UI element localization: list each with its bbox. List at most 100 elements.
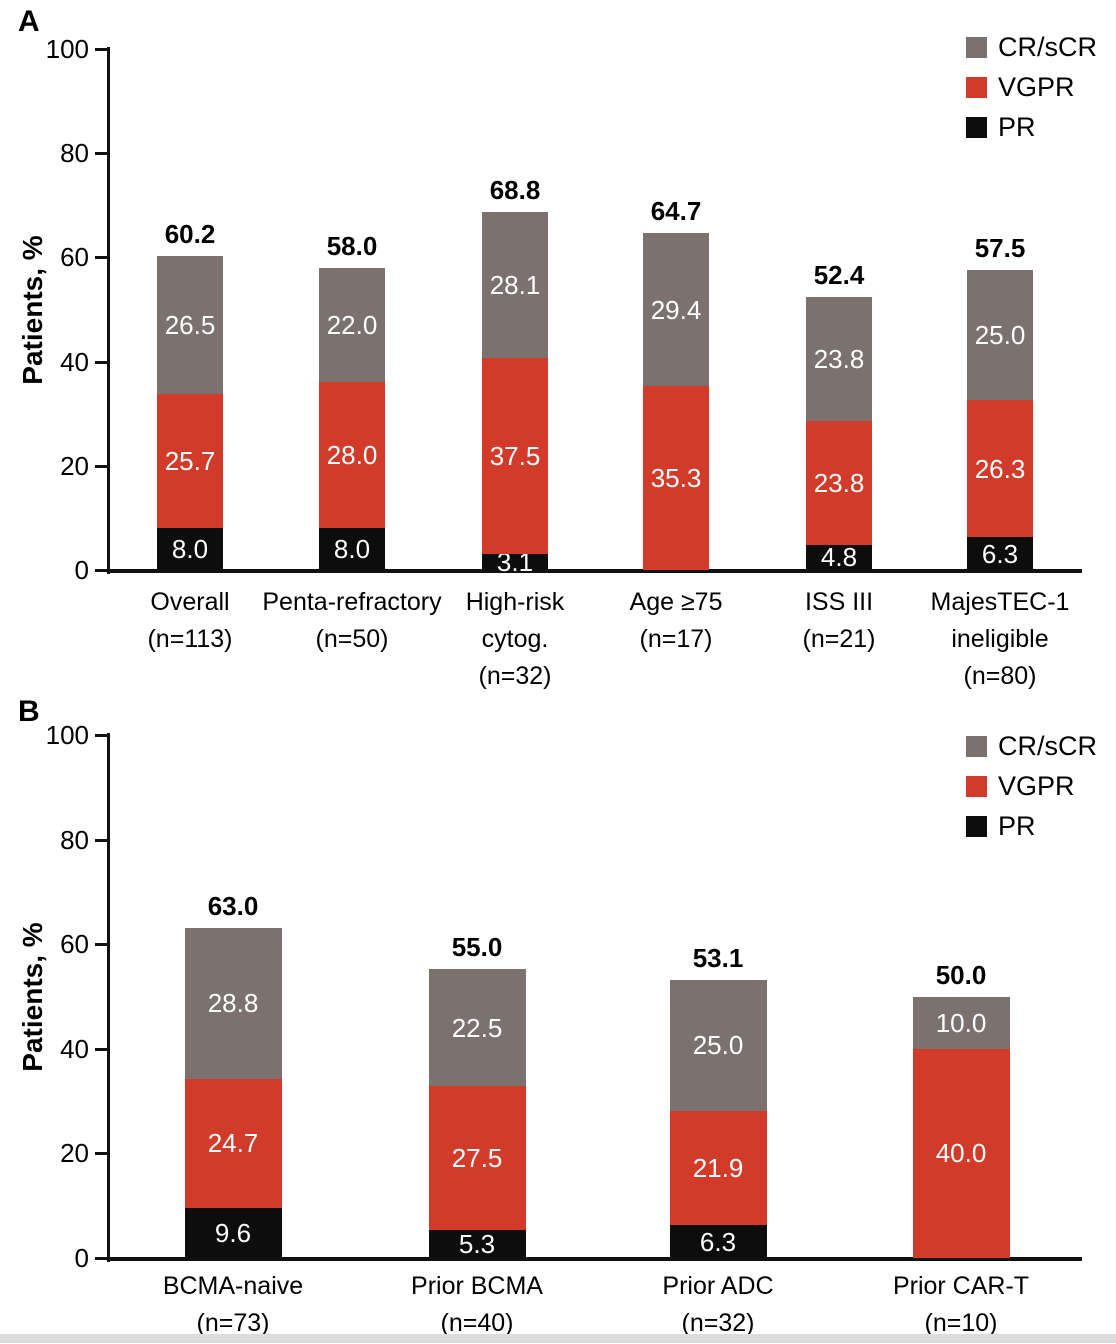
legend-swatch-icon bbox=[966, 775, 987, 797]
legend-label: VGPR bbox=[998, 72, 1075, 102]
panel-b-x-axis-line bbox=[107, 1257, 1082, 1261]
bar-segment-vgpr bbox=[806, 420, 872, 545]
bar-segment-vgpr bbox=[428, 1086, 526, 1231]
bar-segment-pr bbox=[184, 1207, 282, 1258]
x-category-label: (n=32) bbox=[681, 1309, 755, 1337]
panel-b-y-tick-label: 60 bbox=[60, 929, 89, 960]
legend-item-cr-scr: CR/sCR bbox=[966, 32, 1097, 62]
panel-a-y-tick-mark bbox=[95, 360, 107, 364]
panel-b-y-tick-label: 80 bbox=[60, 824, 89, 855]
segment-value-label: 9.6 bbox=[214, 1217, 252, 1248]
x-category-label: (n=73) bbox=[196, 1309, 270, 1337]
legend-label: PR bbox=[998, 811, 1036, 841]
bar-segment-vgpr bbox=[157, 394, 223, 529]
x-category-label: Prior ADC bbox=[662, 1272, 774, 1300]
x-category-label: (n=32) bbox=[478, 662, 552, 690]
bar-total-label: 50.0 bbox=[935, 959, 987, 990]
x-category-label: (n=10) bbox=[924, 1309, 998, 1337]
x-category-label: BCMA-naive bbox=[162, 1272, 304, 1300]
x-category-label: (n=17) bbox=[639, 625, 713, 653]
bar-segment-pr bbox=[967, 537, 1033, 570]
bar-segment-pr bbox=[806, 544, 872, 570]
panel-a-y-tick-mark bbox=[95, 569, 107, 572]
segment-value-label: 10.0 bbox=[935, 1007, 987, 1038]
bar-total-label: 57.5 bbox=[974, 232, 1026, 263]
bar-segment-vgpr bbox=[912, 1048, 1010, 1258]
x-category-label: Prior BCMA bbox=[411, 1272, 543, 1300]
segment-value-label: 25.0 bbox=[974, 320, 1026, 351]
bar-total-label: 68.8 bbox=[489, 175, 541, 206]
x-category-label: High-risk bbox=[465, 588, 565, 616]
bar-segment-vgpr bbox=[669, 1110, 767, 1226]
legend-swatch-icon bbox=[966, 815, 987, 837]
panel-a-y-tick-mark bbox=[95, 152, 107, 156]
bar-segment-cr-scr bbox=[643, 232, 709, 387]
panel-a-y-tick-label: 80 bbox=[60, 138, 89, 169]
panel-b-y-tick-mark bbox=[95, 943, 107, 947]
segment-value-label: 28.0 bbox=[326, 440, 378, 471]
segment-value-label: 6.3 bbox=[981, 538, 1019, 569]
panel-b-y-tick-label: 20 bbox=[60, 1138, 89, 1169]
legend-swatch-icon bbox=[966, 735, 987, 757]
bar-segment-vgpr bbox=[643, 386, 709, 570]
segment-value-label: 29.4 bbox=[650, 294, 702, 325]
segment-value-label: 37.5 bbox=[489, 441, 541, 472]
x-category-label: ineligible bbox=[951, 625, 1049, 653]
legend-label: CR/sCR bbox=[998, 32, 1097, 62]
footer-strip bbox=[0, 1334, 1116, 1343]
bar-segment-cr-scr bbox=[319, 267, 385, 383]
bar-total-label: 64.7 bbox=[650, 195, 702, 226]
bar-segment-pr bbox=[669, 1225, 767, 1258]
x-category-label: (n=50) bbox=[315, 625, 389, 653]
segment-value-label: 22.0 bbox=[326, 310, 378, 341]
x-category-label: Penta-refractory bbox=[262, 588, 442, 616]
bar-segment-pr bbox=[428, 1230, 526, 1258]
bar-segment-cr-scr bbox=[157, 256, 223, 395]
segment-value-label: 5.3 bbox=[458, 1229, 496, 1260]
x-category-label: (n=40) bbox=[440, 1309, 514, 1337]
bar-total-label: 53.1 bbox=[692, 942, 744, 973]
legend-label: PR bbox=[998, 112, 1036, 142]
panel-a-y-tick-mark bbox=[95, 48, 107, 51]
legend-item-pr: PR bbox=[966, 811, 1036, 841]
x-category-label: (n=113) bbox=[147, 625, 233, 653]
panel-a-letter: A bbox=[18, 5, 40, 38]
segment-value-label: 27.5 bbox=[451, 1143, 503, 1174]
panel-b-y-tick-mark bbox=[95, 1152, 107, 1156]
segment-value-label: 26.3 bbox=[974, 453, 1026, 484]
bar-total-label: 58.0 bbox=[326, 230, 378, 261]
legend-swatch-icon bbox=[966, 116, 987, 138]
panel-a-y-tick-label: 20 bbox=[60, 450, 89, 481]
bar-total-label: 60.2 bbox=[164, 219, 216, 250]
segment-value-label: 22.5 bbox=[451, 1012, 503, 1043]
bar-segment-vgpr bbox=[967, 400, 1033, 538]
segment-value-label: 23.8 bbox=[813, 467, 865, 498]
panel-a-y-axis-line bbox=[107, 47, 110, 574]
bar-segment-cr-scr bbox=[669, 979, 767, 1111]
bar-total-label: 55.0 bbox=[451, 931, 503, 962]
legend-item-vgpr: VGPR bbox=[966, 771, 1075, 801]
panel-b-y-axis-line bbox=[107, 733, 110, 1262]
bar-segment-vgpr bbox=[482, 358, 548, 554]
bar-segment-vgpr bbox=[184, 1078, 282, 1208]
bar-total-label: 63.0 bbox=[207, 890, 259, 921]
panel-a-y-tick-label: 0 bbox=[74, 555, 89, 585]
bar-total-label: 52.4 bbox=[813, 259, 865, 290]
x-category-label: Overall bbox=[150, 588, 230, 616]
segment-value-label: 6.3 bbox=[699, 1226, 737, 1257]
segment-value-label: 40.0 bbox=[935, 1138, 987, 1169]
panel-a-y-tick-label: 60 bbox=[60, 242, 89, 273]
legend-item-pr: PR bbox=[966, 112, 1036, 142]
segment-value-label: 25.7 bbox=[164, 446, 216, 477]
panel-b-y-tick-mark bbox=[95, 838, 107, 842]
bar-segment-pr bbox=[157, 528, 223, 570]
x-category-label: cytog. bbox=[481, 625, 549, 653]
bar-segment-cr-scr bbox=[967, 269, 1033, 401]
panel-b-y-tick-mark bbox=[95, 1257, 107, 1260]
segment-value-label: 23.8 bbox=[813, 343, 865, 374]
bar-segment-vgpr bbox=[319, 382, 385, 529]
bar-segment-cr-scr bbox=[428, 968, 526, 1087]
legend-item-cr-scr: CR/sCR bbox=[966, 731, 1097, 761]
panel-a-x-axis-line bbox=[107, 569, 1082, 573]
panel-b-y-tick-mark bbox=[95, 734, 107, 737]
